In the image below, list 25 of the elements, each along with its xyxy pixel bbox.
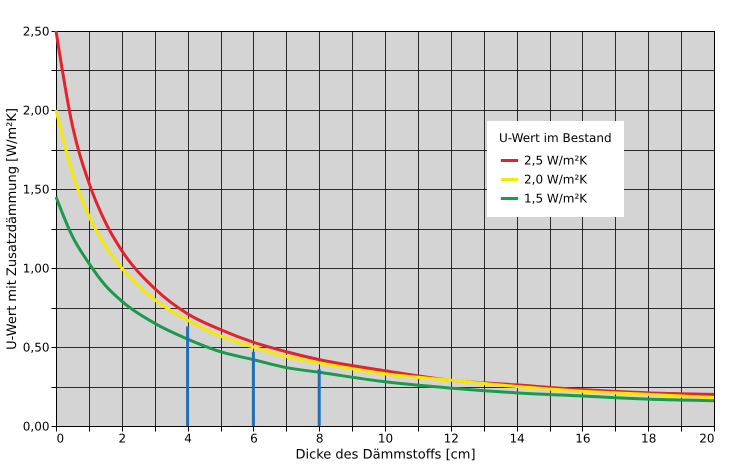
line-series	[54, 108, 716, 400]
y-tick-label: 1,50	[22, 182, 50, 196]
y-tick-label: 2,00	[22, 104, 50, 118]
legend-label: 2,5 W/m²K	[524, 154, 588, 168]
y-tick-label: 1,00	[22, 262, 50, 276]
y-tick-label: 0,00	[22, 420, 50, 434]
x-tick-label: 16	[575, 432, 591, 446]
legend-title: U-Wert im Bestand	[499, 131, 612, 145]
x-tick-label: 2	[118, 432, 126, 446]
y-tick-label: 2,50	[22, 24, 50, 38]
x-tick-label: 18	[641, 432, 656, 446]
line-series	[54, 195, 716, 402]
x-tick-label: 0	[56, 432, 64, 446]
legend-label: 1,5 W/m²K	[524, 192, 588, 206]
x-tick-label: 14	[509, 432, 525, 446]
legend-label: 2,0 W/m²K	[524, 172, 588, 186]
x-tick-label: 20	[699, 432, 714, 446]
x-tick-label: 12	[444, 432, 459, 446]
x-tick-label: 10	[378, 432, 394, 446]
x-tick-label: 8	[316, 432, 324, 446]
x-tick-label: 4	[184, 432, 192, 446]
y-tick-label: 0,50	[22, 340, 50, 354]
x-tick-label: 6	[250, 432, 258, 446]
y-axis-title: U-Wert mit Zusatzdämmung [W/m²K]	[4, 108, 20, 350]
x-axis-title: Dicke des Dämmstoffs [cm]	[295, 448, 476, 462]
